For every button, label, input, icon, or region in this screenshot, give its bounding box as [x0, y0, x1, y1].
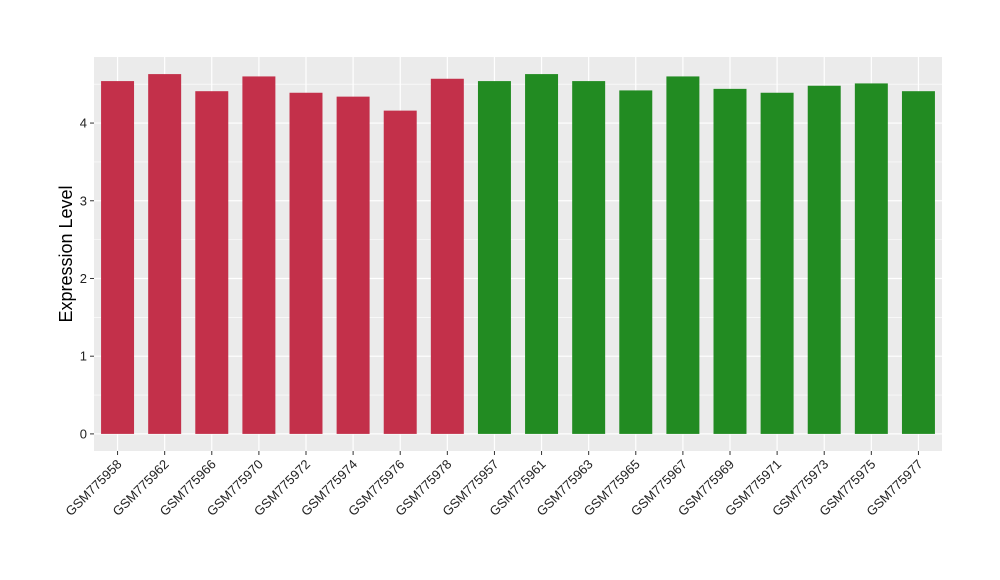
y-tick-label: 0: [80, 426, 87, 441]
bar-GSM775975: [854, 83, 888, 434]
y-axis: 0 1 2 3 4: [80, 116, 94, 441]
bars: [101, 74, 935, 434]
bar-GSM775976: [383, 110, 417, 434]
bar-GSM775965: [619, 90, 653, 434]
bar-GSM775973: [807, 85, 841, 434]
bar-GSM775978: [430, 78, 464, 434]
bar-GSM775961: [525, 74, 559, 434]
bar-GSM775969: [713, 88, 747, 434]
bar-GSM775971: [760, 92, 794, 434]
x-axis: GSM775958GSM775962GSM775966GSM775970GSM7…: [62, 451, 926, 519]
bar-GSM775963: [572, 81, 606, 434]
y-tick-label: 1: [80, 349, 87, 364]
bar-GSM775962: [148, 74, 182, 434]
y-tick-label: 3: [80, 193, 87, 208]
bar-GSM775974: [336, 96, 370, 434]
y-tick-label: 2: [80, 271, 87, 286]
y-axis-title: Expression Level: [56, 185, 76, 322]
bar-GSM775970: [242, 76, 276, 434]
bar-GSM775972: [289, 92, 323, 434]
bar-GSM775958: [101, 81, 135, 434]
bar-GSM775957: [477, 81, 511, 434]
y-tick-label: 4: [80, 116, 87, 131]
bar-GSM775967: [666, 76, 700, 434]
bar-GSM775977: [901, 91, 935, 434]
bar-GSM775966: [195, 91, 229, 434]
